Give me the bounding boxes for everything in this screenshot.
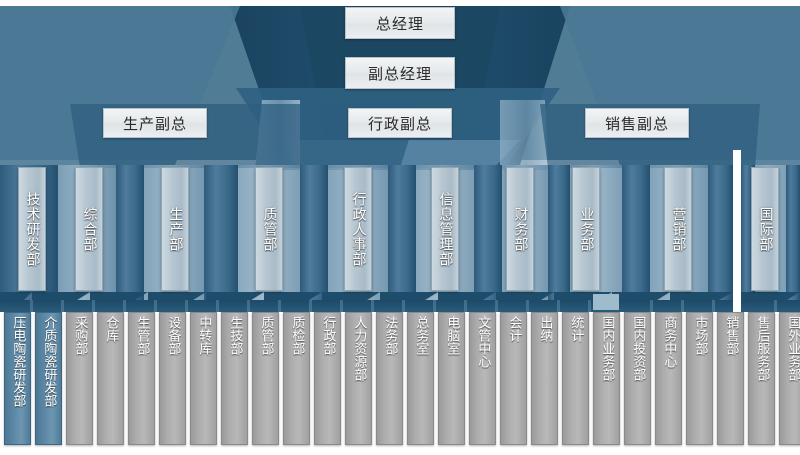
sub-unit-label-1: 压电陶瓷研发部 <box>10 316 26 407</box>
department-box-3[interactable]: 生产部 <box>161 167 189 291</box>
department-label-6: 信息管理部 <box>437 191 454 267</box>
sub-unit-label-3: 采购部 <box>72 316 88 355</box>
exec-label-general-manager: 总经理 <box>375 14 424 33</box>
sub-unit-box-8[interactable]: 生技部 <box>221 312 248 445</box>
sub-unit-box-10[interactable]: 质检部 <box>283 312 310 445</box>
sub-unit-box-14[interactable]: 总务室 <box>407 312 434 445</box>
exec-box-general-manager[interactable]: 总经理 <box>345 7 455 39</box>
exec-label-vp-2: 行政副总 <box>367 114 432 133</box>
sub-unit-box-21[interactable]: 国内投资部 <box>624 312 651 445</box>
department-label-10: 国际部 <box>757 206 774 252</box>
sub-unit-box-20[interactable]: 国内业务部 <box>593 312 620 445</box>
department-box-2[interactable]: 综合部 <box>75 167 103 291</box>
sub-unit-label-5: 生管部 <box>134 316 150 355</box>
sub-unit-label-11: 行政部 <box>320 316 336 355</box>
sub-unit-label-19: 统计 <box>568 316 584 342</box>
sub-unit-box-5[interactable]: 生管部 <box>128 312 155 445</box>
department-box-10[interactable]: 国际部 <box>751 167 779 291</box>
sub-unit-box-12[interactable]: 人力资源部 <box>345 312 372 445</box>
sub-unit-label-23: 市场部 <box>692 316 708 355</box>
department-label-4: 质管部 <box>261 206 278 252</box>
department-box-7[interactable]: 财务部 <box>506 167 534 291</box>
department-box-8[interactable]: 业务部 <box>572 167 600 291</box>
sub-unit-label-13: 法务部 <box>382 316 398 355</box>
sub-unit-label-4: 仓库 <box>103 316 119 342</box>
sub-unit-box-25[interactable]: 售后服务部 <box>748 312 775 445</box>
sub-unit-label-12: 人力资源部 <box>351 316 367 381</box>
sub-unit-label-17: 会计 <box>506 316 522 342</box>
sub-unit-box-6[interactable]: 设备部 <box>159 312 186 445</box>
department-label-7: 财务部 <box>512 206 529 252</box>
sub-unit-box-15[interactable]: 电脑室 <box>438 312 465 445</box>
sub-unit-box-9[interactable]: 质管部 <box>252 312 279 445</box>
sub-unit-box-3[interactable]: 采购部 <box>66 312 93 445</box>
sub-unit-label-20: 国内业务部 <box>599 316 615 381</box>
exec-label-vp-3: 销售副总 <box>604 114 669 133</box>
sub-unit-box-18[interactable]: 出纳 <box>531 312 558 445</box>
exec-box-vp-3[interactable]: 销售副总 <box>585 108 689 138</box>
sub-unit-box-17[interactable]: 会计 <box>500 312 527 445</box>
sub-unit-label-15: 电脑室 <box>444 316 460 355</box>
department-box-9[interactable]: 营销部 <box>664 167 692 291</box>
department-label-1: 技术研发部 <box>24 191 41 267</box>
department-box-4[interactable]: 质管部 <box>255 167 283 291</box>
sub-unit-label-8: 生技部 <box>227 316 243 355</box>
sub-unit-label-18: 出纳 <box>537 316 553 342</box>
sub-unit-label-10: 质检部 <box>289 316 305 355</box>
sub-unit-label-16: 文管中心 <box>475 316 491 368</box>
sub-unit-label-2: 介质陶瓷研发部 <box>41 316 57 407</box>
sub-unit-box-2[interactable]: 介质陶瓷研发部 <box>35 312 62 445</box>
sub-unit-box-19[interactable]: 统计 <box>562 312 589 445</box>
exec-box-vp-1[interactable]: 生产副总 <box>103 108 207 138</box>
sub-unit-label-22: 商务中心 <box>661 316 677 368</box>
sub-unit-box-7[interactable]: 中转库 <box>190 312 217 445</box>
sub-unit-label-6: 设备部 <box>165 316 181 355</box>
department-label-3: 生产部 <box>167 206 184 252</box>
sub-unit-box-23[interactable]: 市场部 <box>686 312 713 445</box>
sub-unit-box-4[interactable]: 仓库 <box>97 312 124 445</box>
exec-label-deputy-general-manager: 副总经理 <box>367 64 432 83</box>
exec-box-deputy-general-manager[interactable]: 副总经理 <box>345 57 455 89</box>
department-box-1[interactable]: 技术研发部 <box>18 167 46 291</box>
department-label-5: 行政人事部 <box>350 191 367 267</box>
sub-unit-box-1[interactable]: 压电陶瓷研发部 <box>4 312 31 445</box>
sub-unit-label-14: 总务室 <box>413 316 429 355</box>
department-label-8: 业务部 <box>578 206 595 252</box>
sub-unit-label-21: 国内投资部 <box>630 316 646 381</box>
department-label-2: 综合部 <box>81 206 98 252</box>
sub-unit-label-26: 国外业务部 <box>785 316 800 381</box>
sub-unit-label-25: 售后服务部 <box>754 316 770 381</box>
sub-unit-label-7: 中转库 <box>196 316 212 355</box>
exec-box-vp-2[interactable]: 行政副总 <box>348 108 452 138</box>
sub-unit-box-11[interactable]: 行政部 <box>314 312 341 445</box>
department-label-9: 营销部 <box>670 206 687 252</box>
department-box-5[interactable]: 行政人事部 <box>344 167 372 291</box>
sub-unit-label-24: 销售部 <box>723 316 739 355</box>
sub-unit-box-13[interactable]: 法务部 <box>376 312 403 445</box>
sub-unit-box-26[interactable]: 国外业务部 <box>779 312 800 445</box>
sub-unit-label-9: 质管部 <box>258 316 274 355</box>
sub-unit-box-24[interactable]: 销售部 <box>717 312 744 445</box>
sub-unit-box-16[interactable]: 文管中心 <box>469 312 496 445</box>
department-box-6[interactable]: 信息管理部 <box>431 167 459 291</box>
exec-label-vp-1: 生产副总 <box>122 114 187 133</box>
sub-unit-box-22[interactable]: 商务中心 <box>655 312 682 445</box>
